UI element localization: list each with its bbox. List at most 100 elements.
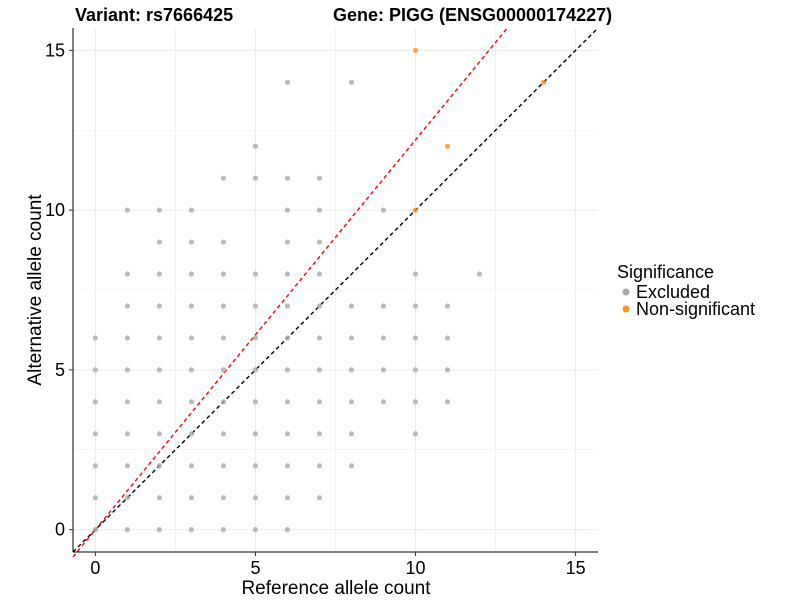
point-excluded	[412, 367, 419, 373]
point-excluded	[220, 399, 227, 405]
point-excluded	[156, 431, 163, 437]
point-excluded	[92, 527, 99, 533]
point-excluded	[220, 431, 227, 437]
point-excluded	[124, 303, 131, 309]
point-excluded	[252, 367, 259, 373]
point-excluded	[444, 367, 451, 373]
point-excluded	[380, 335, 387, 341]
x-tick-label: 5	[250, 558, 260, 578]
point-excluded	[284, 399, 291, 405]
point-excluded	[124, 431, 131, 437]
point-excluded	[380, 399, 387, 405]
point-excluded	[220, 495, 227, 501]
point-excluded	[380, 207, 387, 213]
point-excluded	[348, 335, 355, 341]
point-excluded	[252, 335, 259, 341]
point-excluded	[412, 335, 419, 341]
point-non-significant	[412, 47, 419, 53]
point-excluded	[284, 239, 291, 245]
point-excluded	[92, 495, 99, 501]
point-excluded	[156, 335, 163, 341]
point-excluded	[220, 335, 227, 341]
point-excluded	[284, 335, 291, 341]
point-excluded	[220, 303, 227, 309]
point-excluded	[348, 463, 355, 469]
point-non-significant	[412, 207, 419, 213]
point-excluded	[252, 527, 259, 533]
point-excluded	[220, 271, 227, 277]
x-tick-label: 10	[406, 558, 426, 578]
x-tick-label: 15	[566, 558, 586, 578]
point-excluded	[316, 335, 323, 341]
point-excluded	[252, 303, 259, 309]
y-tick-label: 5	[55, 360, 65, 380]
y-tick-label: 10	[45, 200, 65, 220]
reference-line-1	[72, 27, 599, 553]
point-excluded	[220, 367, 227, 373]
point-excluded	[124, 399, 131, 405]
point-excluded	[92, 431, 99, 437]
point-excluded	[124, 463, 131, 469]
point-excluded	[412, 271, 419, 277]
y-tick-label: 15	[45, 40, 65, 60]
point-excluded	[124, 335, 131, 341]
point-excluded	[188, 303, 195, 309]
point-excluded	[92, 399, 99, 405]
point-excluded	[156, 463, 163, 469]
point-excluded	[412, 431, 419, 437]
point-excluded	[252, 143, 259, 149]
point-excluded	[188, 335, 195, 341]
point-excluded	[188, 271, 195, 277]
point-excluded	[284, 495, 291, 501]
point-excluded	[316, 399, 323, 405]
point-excluded	[188, 207, 195, 213]
point-excluded	[316, 271, 323, 277]
point-excluded	[444, 303, 451, 309]
x-axis-title: Reference allele count	[241, 578, 431, 599]
point-excluded	[444, 399, 451, 405]
legend-key-excluded	[622, 288, 630, 296]
point-excluded	[220, 239, 227, 245]
point-excluded	[252, 271, 259, 277]
point-excluded	[348, 303, 355, 309]
point-non-significant	[444, 143, 451, 149]
point-excluded	[444, 335, 451, 341]
point-excluded	[124, 495, 131, 501]
point-excluded	[316, 207, 323, 213]
point-excluded	[316, 175, 323, 181]
point-excluded	[188, 463, 195, 469]
point-excluded	[316, 463, 323, 469]
point-excluded	[124, 271, 131, 277]
point-non-significant	[540, 79, 547, 85]
point-excluded	[124, 367, 131, 373]
point-excluded	[252, 399, 259, 405]
tick-labels: 0 5 10 15 0 5 10 15	[45, 40, 586, 578]
chart-title-gene: Gene: PIGG (ENSG00000174227)	[333, 5, 612, 25]
point-excluded	[156, 239, 163, 245]
point-excluded	[156, 207, 163, 213]
point-excluded	[476, 271, 483, 277]
point-excluded	[252, 175, 259, 181]
point-excluded	[316, 239, 323, 245]
point-excluded	[220, 175, 227, 181]
point-excluded	[348, 79, 355, 85]
reference-line-2	[72, 27, 508, 558]
point-excluded	[188, 527, 195, 533]
point-excluded	[316, 303, 323, 309]
point-excluded	[316, 367, 323, 373]
axes	[69, 28, 598, 556]
point-excluded	[156, 271, 163, 277]
legend-label-excluded: Excluded	[636, 282, 710, 302]
point-excluded	[412, 303, 419, 309]
point-excluded	[156, 495, 163, 501]
point-excluded	[156, 527, 163, 533]
point-excluded	[284, 367, 291, 373]
legend-label-non-significant: Non-significant	[636, 299, 755, 319]
legend-title: Significance	[617, 262, 714, 282]
point-excluded	[284, 79, 291, 85]
point-excluded	[188, 239, 195, 245]
point-excluded	[348, 431, 355, 437]
point-excluded	[284, 527, 291, 533]
